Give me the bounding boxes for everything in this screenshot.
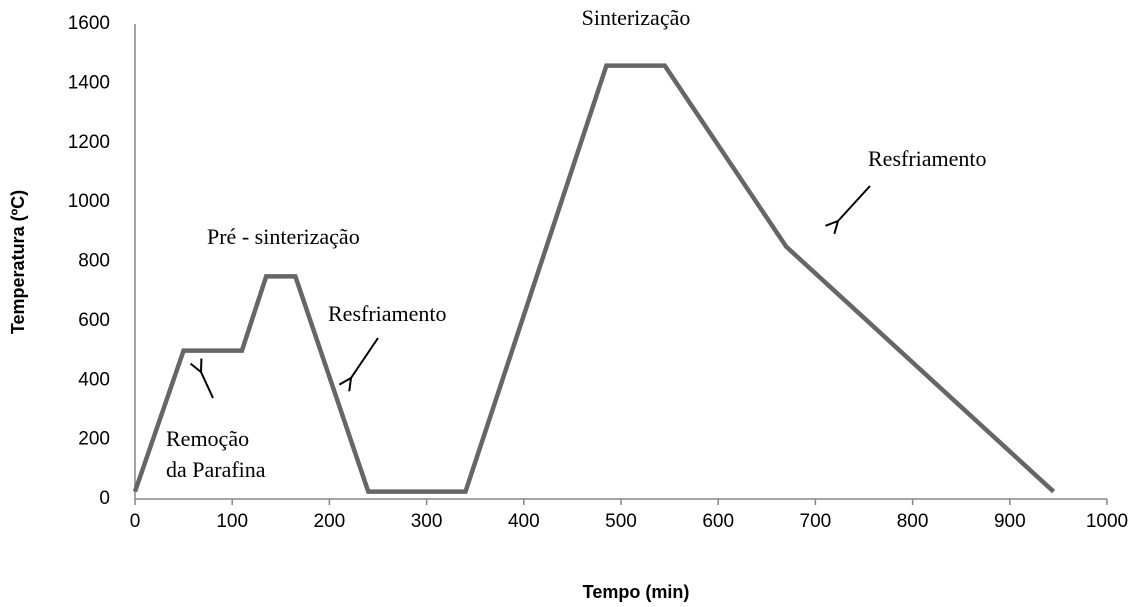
x-tick-label: 300 (411, 511, 443, 532)
x-tick-label: 600 (702, 511, 734, 532)
y-tick-label: 0 (99, 488, 110, 509)
x-tick-label: 800 (897, 511, 929, 532)
y-tick-label: 600 (78, 310, 110, 331)
y-axis-label: Temperatura (ºC) (8, 190, 28, 334)
annotation: Resfriamento (328, 301, 447, 326)
y-tick-label: 1200 (68, 132, 110, 153)
annotation: da Parafina (166, 457, 266, 482)
y-tick-label: 200 (78, 429, 110, 450)
x-tick-label: 200 (314, 511, 346, 532)
y-tick-label: 800 (78, 251, 110, 272)
annotation: Sinterização (582, 5, 691, 30)
arrow (201, 372, 214, 399)
x-axis-label: Tempo (min) (583, 582, 690, 602)
x-tick-label: 400 (508, 511, 540, 532)
x-tick-label: 700 (800, 511, 832, 532)
y-tick-label: 400 (78, 369, 110, 390)
x-tick-label: 0 (130, 511, 141, 532)
arrow (351, 337, 379, 378)
x-tick-label: 500 (605, 511, 637, 532)
y-tick-label: 1400 (68, 72, 110, 93)
x-tick-label: 1000 (1086, 511, 1128, 532)
annotation: Remoção (166, 426, 249, 451)
x-tick-label: 900 (994, 511, 1026, 532)
annotation: Resfriamento (868, 146, 987, 171)
annotation: Pré - sinterização (207, 224, 360, 249)
y-tick-label: 1600 (68, 13, 110, 34)
x-tick-label: 100 (216, 511, 248, 532)
arrow (838, 185, 871, 221)
line-series (132, 63, 1056, 494)
y-tick-label: 1000 (68, 191, 110, 212)
